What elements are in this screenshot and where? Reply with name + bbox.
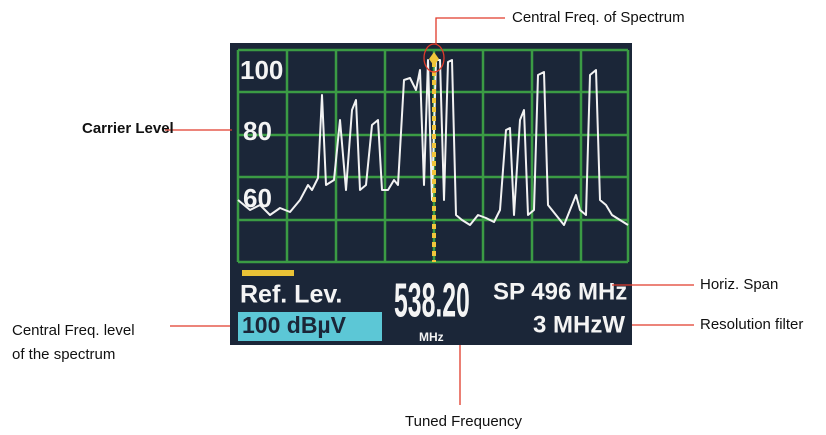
annotation: Carrier Level <box>82 120 174 137</box>
annotation: Central Freq. of Spectrum <box>512 9 685 26</box>
annotation: Resolution filter <box>700 316 803 333</box>
annotation: Tuned Frequency <box>405 413 523 430</box>
tuned-unit: MHz <box>419 330 444 344</box>
center-diamond <box>429 52 439 66</box>
tuned-freq: 538.20 <box>394 274 470 328</box>
span: SP 496 MHz <box>493 278 627 305</box>
level-label: 100 <box>240 55 283 85</box>
annotation: Horiz. Span <box>700 276 778 293</box>
level-label: 80 <box>243 116 272 146</box>
highlight-ring <box>423 43 445 73</box>
spectrum-trace <box>237 59 629 226</box>
level-label: 60 <box>243 183 272 213</box>
level-bar <box>242 270 294 276</box>
ref-lev-label: Ref. Lev. <box>240 281 342 309</box>
ref-lev-box <box>238 312 382 341</box>
ref-lev-value: 100 dBµV <box>242 312 347 338</box>
rbw: 3 MHzW <box>533 311 625 338</box>
annotation: of the spectrum <box>12 346 115 363</box>
annotation: Central Freq. level <box>12 322 135 339</box>
leader-line <box>435 17 505 44</box>
